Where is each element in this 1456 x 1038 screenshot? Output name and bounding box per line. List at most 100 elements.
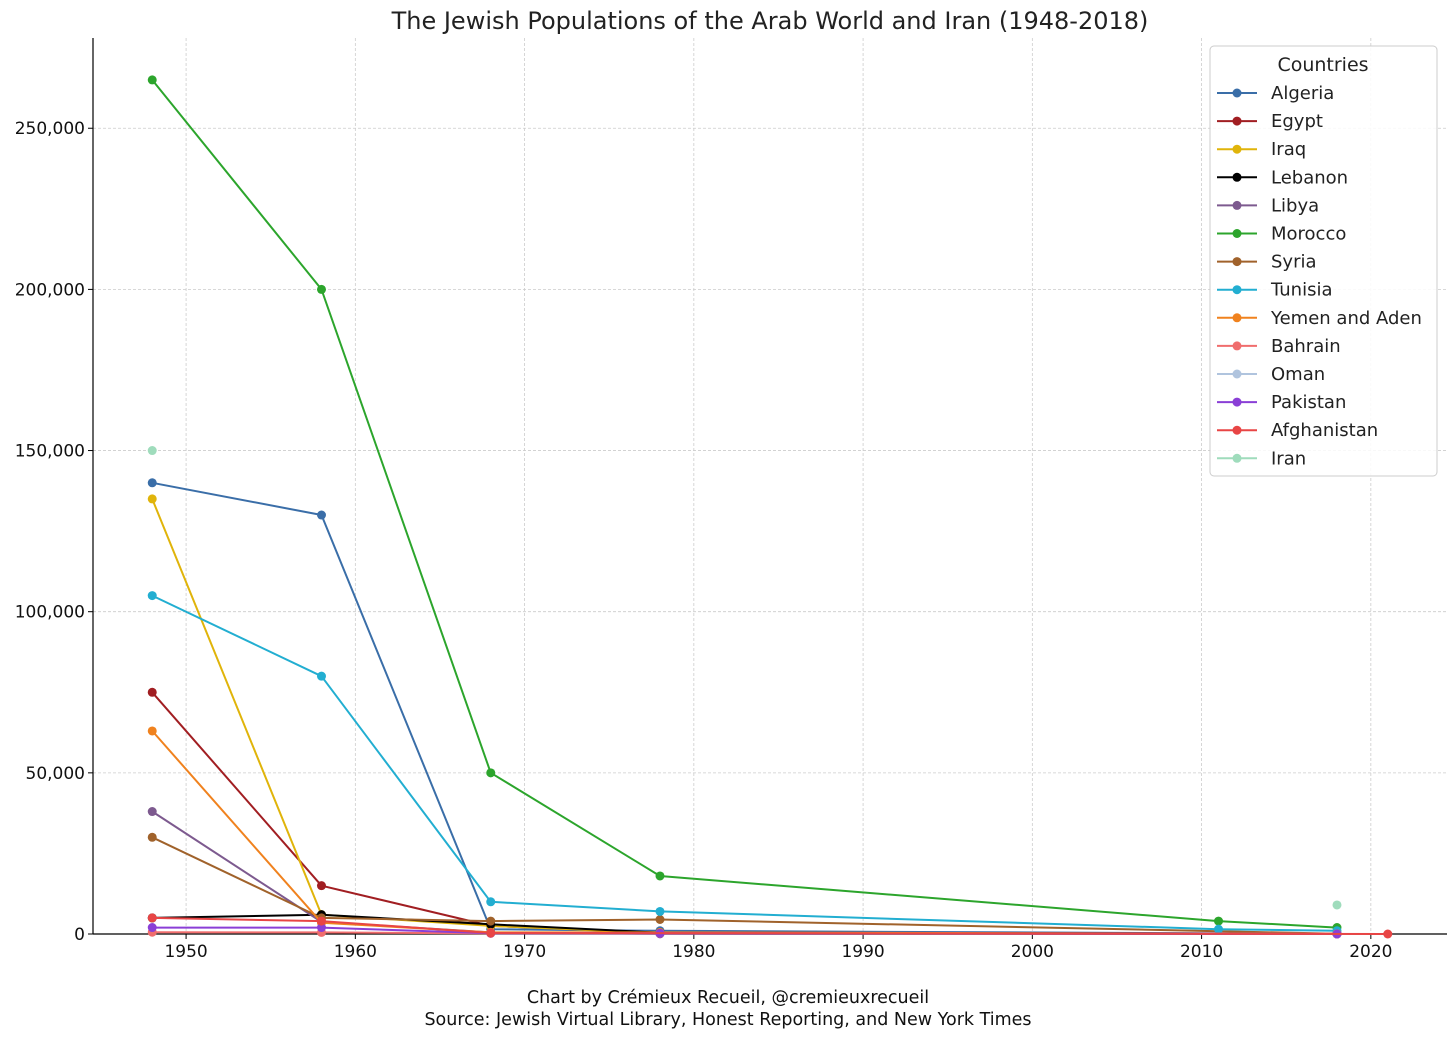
- legend-label: Yemen and Aden: [1270, 308, 1422, 329]
- x-tick-label: 1950: [164, 942, 207, 962]
- legend-marker: [1232, 88, 1242, 98]
- data-point-morocco: [655, 871, 665, 881]
- x-tick-label: 1970: [503, 942, 546, 962]
- data-point-syria: [655, 914, 665, 924]
- legend-marker: [1232, 172, 1242, 182]
- series-line-syria: [151, 836, 1338, 935]
- legend-label: Afghanistan: [1271, 420, 1378, 441]
- legend: Countries Algeria Egypt Iraq Lebanon Libya Mo…: [1209, 45, 1438, 477]
- legend-item-libya: Libya: [1217, 195, 1319, 216]
- data-point-algeria: [147, 478, 157, 488]
- data-point-egypt: [316, 881, 326, 891]
- legend-label: Libya: [1271, 195, 1319, 216]
- legend-item-egypt: Egypt: [1217, 111, 1323, 132]
- legend-marker: [1232, 453, 1242, 463]
- data-point-tunisia: [147, 591, 157, 601]
- y-tick-label: 50,000: [26, 764, 85, 784]
- legend-item-iraq: Iraq: [1217, 139, 1306, 160]
- data-point-afghanistan: [316, 916, 326, 926]
- legend-label: Bahrain: [1271, 336, 1341, 357]
- series-afghanistan: [147, 913, 1393, 939]
- y-tick-label: 150,000: [15, 442, 85, 462]
- series-iraq: [147, 494, 1342, 939]
- series-yemen-and-aden: [147, 726, 1342, 939]
- legend-label: Algeria: [1271, 83, 1334, 104]
- legend-item-afghanistan: Afghanistan: [1217, 420, 1378, 441]
- legend-frame: [1209, 45, 1438, 477]
- series-line-afghanistan: [152, 916, 1388, 935]
- series-line-egypt: [151, 691, 1338, 935]
- data-point-pakistan: [147, 923, 157, 933]
- data-point-morocco: [1214, 916, 1224, 926]
- y-tick-label: 250,000: [15, 119, 85, 139]
- legend-label: Tunisia: [1270, 280, 1333, 301]
- legend-item-lebanon: Lebanon: [1217, 167, 1348, 188]
- data-point-yemen-and-aden: [147, 726, 157, 736]
- x-tick-label: 2020: [1349, 942, 1392, 962]
- legend-label: Pakistan: [1271, 392, 1346, 413]
- legend-marker: [1232, 341, 1242, 351]
- y-tick-label: 200,000: [15, 280, 85, 300]
- data-point-morocco: [147, 75, 157, 85]
- series-algeria: [147, 478, 1342, 939]
- data-point-iran: [1332, 900, 1342, 910]
- legend-item-pakistan: Pakistan: [1217, 392, 1346, 413]
- data-point-iran: [147, 446, 157, 456]
- x-tick-label: 1960: [334, 942, 377, 962]
- data-point-tunisia: [1214, 924, 1224, 934]
- legend-marker: [1232, 285, 1242, 295]
- series-egypt: [147, 687, 1342, 939]
- data-point-iraq: [147, 494, 157, 504]
- data-point-syria: [486, 916, 496, 926]
- legend-label: Iraq: [1271, 139, 1306, 160]
- legend-label: Syria: [1271, 252, 1317, 273]
- legend-marker: [1232, 369, 1242, 379]
- legend-marker: [1232, 116, 1242, 126]
- series-line-morocco: [151, 79, 1338, 929]
- legend-marker: [1232, 144, 1242, 154]
- data-point-syria: [147, 832, 157, 842]
- y-tick-label: 100,000: [15, 603, 85, 623]
- x-tick-label: 1990: [841, 942, 884, 962]
- y-tick-label: 0: [74, 925, 85, 945]
- data-point-afghanistan: [1383, 929, 1393, 939]
- legend-marker: [1232, 397, 1242, 407]
- legend-item-iran: Iran: [1217, 448, 1306, 469]
- legend-label: Iran: [1271, 448, 1306, 469]
- data-point-morocco: [486, 768, 496, 778]
- legend-label: Egypt: [1271, 111, 1323, 132]
- data-point-tunisia: [486, 897, 496, 907]
- legend-title: Countries: [1277, 54, 1368, 76]
- data-point-tunisia: [316, 671, 326, 681]
- data-point-pakistan: [316, 923, 326, 933]
- legend-marker: [1232, 257, 1242, 267]
- data-point-libya: [147, 807, 157, 817]
- series-line-yemen-and-aden: [151, 730, 1338, 935]
- legend-item-tunisia: Tunisia: [1217, 280, 1333, 301]
- legend-item-algeria: Algeria: [1217, 83, 1334, 104]
- data-point-algeria: [316, 510, 326, 520]
- series-line-tunisia: [151, 594, 1338, 932]
- footer-credit: Chart by Crémieux Recueil, @cremieuxrecu…: [527, 988, 929, 1008]
- x-tick-label: 2010: [1180, 942, 1223, 962]
- series-layer: [147, 75, 1393, 939]
- legend-label: Morocco: [1271, 224, 1346, 245]
- legend-item-oman: Oman: [1217, 364, 1325, 385]
- x-tick-label: 2000: [1011, 942, 1054, 962]
- legend-marker: [1232, 200, 1242, 210]
- data-point-egypt: [147, 687, 157, 697]
- legend-item-syria: Syria: [1217, 252, 1317, 273]
- legend-marker: [1232, 425, 1242, 435]
- data-point-tunisia: [655, 906, 665, 916]
- legend-label: Lebanon: [1271, 167, 1348, 188]
- series-line-algeria: [152, 481, 1338, 935]
- series-morocco: [147, 75, 1342, 933]
- chart-title: The Jewish Populations of the Arab World…: [391, 7, 1149, 35]
- series-iran: [147, 446, 1342, 910]
- legend-item-morocco: Morocco: [1217, 224, 1346, 245]
- legend-item-yemen-and-aden: Yemen and Aden: [1217, 308, 1422, 329]
- data-point-afghanistan: [486, 928, 496, 938]
- legend-marker: [1232, 313, 1242, 323]
- data-point-morocco: [316, 284, 326, 294]
